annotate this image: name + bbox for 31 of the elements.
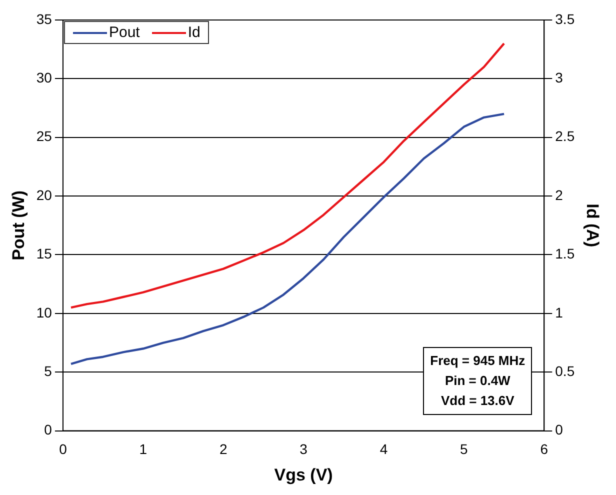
y2-tick-label: 1.5 (555, 246, 575, 262)
y2-tick-label: 0 (555, 422, 564, 438)
x-tick-label: 6 (540, 441, 548, 458)
y-tick-label: 15 (36, 246, 52, 262)
legend-label: Id (186, 24, 200, 41)
y2-tick-label: 2.5 (555, 128, 575, 144)
y-tick-label: 25 (36, 128, 52, 144)
y2-tick-label: 3 (555, 70, 564, 86)
x-tick-label: 1 (139, 441, 148, 458)
x-tick-label: 4 (380, 441, 388, 458)
y-tick-label: 10 (36, 304, 52, 320)
y2-tick-label: 3.5 (555, 10, 575, 27)
y-tick-label: 5 (44, 362, 52, 379)
annotation: Freq = 945 MHz (430, 352, 526, 370)
y-tick-label: 0 (44, 422, 52, 438)
y2-tick-label: 1 (555, 304, 564, 320)
annotation: Pin = 0.4W (444, 372, 512, 390)
y-tick-label: 35 (36, 10, 52, 27)
x-tick-label: 5 (460, 441, 468, 458)
y2-tick-label: 2 (555, 186, 564, 203)
legend-label: Pout (108, 24, 140, 41)
y-tick-label: 20 (36, 186, 52, 203)
x-tick-label: 2 (219, 441, 228, 458)
y-tick-label: 30 (36, 70, 52, 86)
annotation: Vdd = 13.6V (440, 392, 516, 410)
x-tick-label: 0 (59, 441, 68, 458)
y-axis-title: Pout (W) (8, 190, 28, 260)
y2-axis-title: Id (A) (583, 204, 602, 248)
x-axis-title: Vgs (V) (274, 465, 333, 484)
y2-tick-label: 0.5 (555, 362, 575, 379)
x-tick-label: 3 (300, 441, 308, 458)
